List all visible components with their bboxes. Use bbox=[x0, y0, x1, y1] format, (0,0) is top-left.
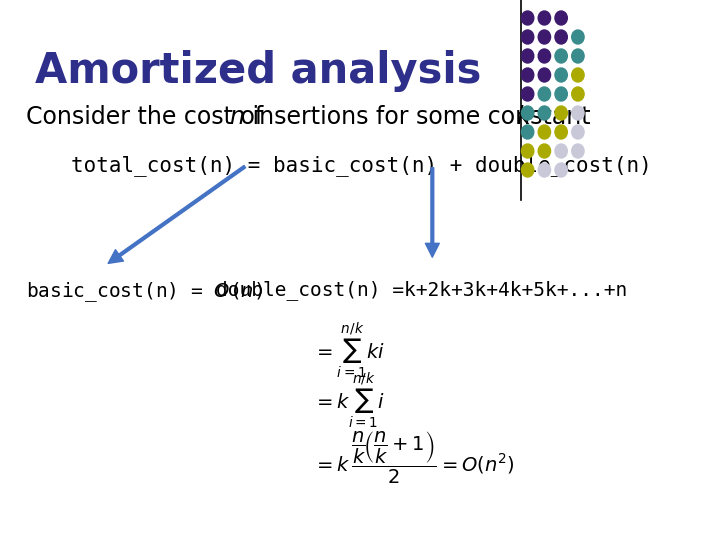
Circle shape bbox=[538, 163, 551, 177]
Circle shape bbox=[521, 11, 534, 25]
Circle shape bbox=[538, 49, 551, 63]
Text: Amortized analysis: Amortized analysis bbox=[35, 50, 482, 92]
Text: Consider the cost of: Consider the cost of bbox=[27, 105, 271, 129]
Text: $=k\sum_{i=1}^{n/k} i$: $=k\sum_{i=1}^{n/k} i$ bbox=[313, 370, 385, 430]
Circle shape bbox=[572, 87, 584, 101]
Text: insertions for some constant: insertions for some constant bbox=[246, 105, 598, 129]
Circle shape bbox=[521, 163, 534, 177]
Circle shape bbox=[555, 163, 567, 177]
Circle shape bbox=[555, 144, 567, 158]
Circle shape bbox=[572, 106, 584, 120]
Circle shape bbox=[555, 30, 567, 44]
Text: $=k\,\dfrac{\dfrac{n}{k}\!\left(\dfrac{n}{k}+1\right)}{2} = O(n^2)$: $=k\,\dfrac{\dfrac{n}{k}\!\left(\dfrac{n… bbox=[313, 430, 515, 486]
Circle shape bbox=[521, 106, 534, 120]
Text: $n$: $n$ bbox=[230, 105, 245, 129]
Text: $k$: $k$ bbox=[516, 105, 533, 129]
Text: basic_cost(n) = $\mathit{O}$($n$): basic_cost(n) = $\mathit{O}$($n$) bbox=[27, 280, 264, 304]
FancyArrowPatch shape bbox=[426, 168, 439, 257]
Circle shape bbox=[521, 144, 534, 158]
Circle shape bbox=[555, 87, 567, 101]
Circle shape bbox=[538, 30, 551, 44]
Circle shape bbox=[555, 106, 567, 120]
Circle shape bbox=[521, 49, 534, 63]
Circle shape bbox=[555, 11, 567, 25]
Circle shape bbox=[538, 87, 551, 101]
Text: $=\sum_{i=1}^{n/k} ki$: $=\sum_{i=1}^{n/k} ki$ bbox=[313, 320, 385, 380]
Circle shape bbox=[572, 125, 584, 139]
Circle shape bbox=[521, 30, 534, 44]
Circle shape bbox=[538, 125, 551, 139]
Circle shape bbox=[521, 68, 534, 82]
Circle shape bbox=[538, 11, 551, 25]
Circle shape bbox=[521, 87, 534, 101]
Circle shape bbox=[521, 125, 534, 139]
Circle shape bbox=[555, 125, 567, 139]
Text: total_cost(n) = basic_cost(n) + double_cost(n): total_cost(n) = basic_cost(n) + double_c… bbox=[71, 155, 652, 176]
Circle shape bbox=[555, 68, 567, 82]
Circle shape bbox=[572, 68, 584, 82]
Circle shape bbox=[572, 144, 584, 158]
Circle shape bbox=[572, 49, 584, 63]
Circle shape bbox=[555, 49, 567, 63]
Circle shape bbox=[572, 30, 584, 44]
Circle shape bbox=[538, 68, 551, 82]
FancyArrowPatch shape bbox=[108, 165, 246, 264]
Circle shape bbox=[538, 144, 551, 158]
Circle shape bbox=[538, 106, 551, 120]
Text: double_cost(n) =k+2k+3k+4k+5k+...+n: double_cost(n) =k+2k+3k+4k+5k+...+n bbox=[216, 280, 627, 300]
